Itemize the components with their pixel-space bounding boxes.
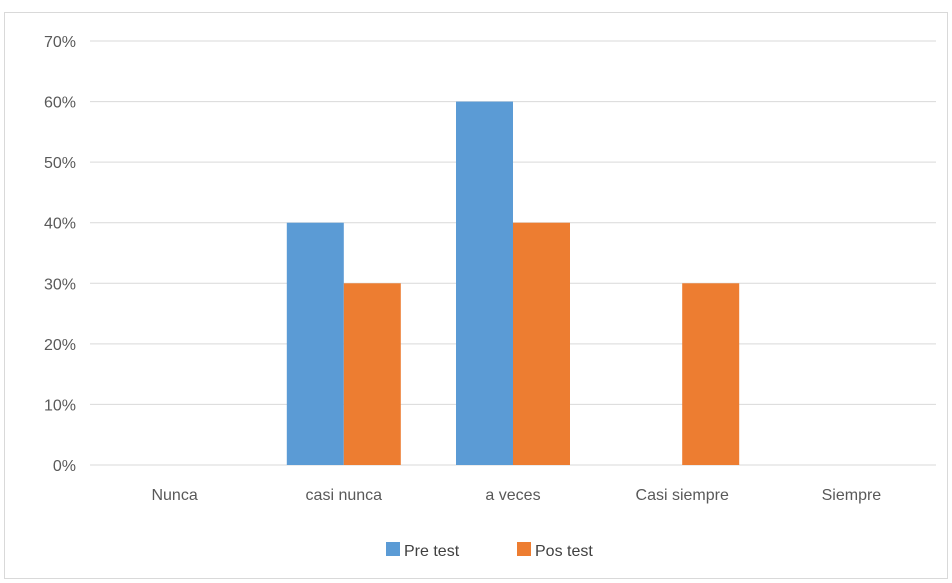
legend-swatch (386, 542, 400, 556)
x-axis-tick-labels: Nunca casi nunca a veces Casi siempre Siempr… (151, 487, 881, 504)
y-tick-label: 50% (44, 155, 76, 172)
bar-pre-test (286, 222, 344, 465)
legend: Pre test Pos test (386, 542, 593, 560)
legend-label: Pos test (535, 543, 593, 560)
bar-pre-test (456, 101, 513, 466)
bar-pos-test (343, 283, 401, 465)
legend-label: Pre test (404, 543, 460, 560)
x-tick-label: Nunca (151, 487, 197, 504)
y-tick-label: 20% (44, 337, 76, 354)
bars (286, 101, 740, 466)
y-tick-label: 10% (44, 397, 76, 414)
y-tick-label: 40% (44, 216, 76, 233)
x-tick-label: Siempre (822, 487, 882, 504)
y-tick-label: 0% (53, 458, 76, 475)
bar-pos-test (682, 283, 740, 465)
bar-pos-test (513, 222, 570, 465)
x-tick-label: casi nunca (306, 487, 383, 504)
y-axis-tick-labels: 0% 10% 20% 30% 40% 50% 60% 70% (44, 34, 76, 475)
x-tick-label: a veces (485, 487, 540, 504)
y-tick-label: 60% (44, 95, 76, 112)
legend-swatch (517, 542, 531, 556)
x-tick-label: Casi siempre (636, 487, 729, 504)
y-tick-label: 70% (44, 34, 76, 51)
y-tick-label: 30% (44, 276, 76, 293)
